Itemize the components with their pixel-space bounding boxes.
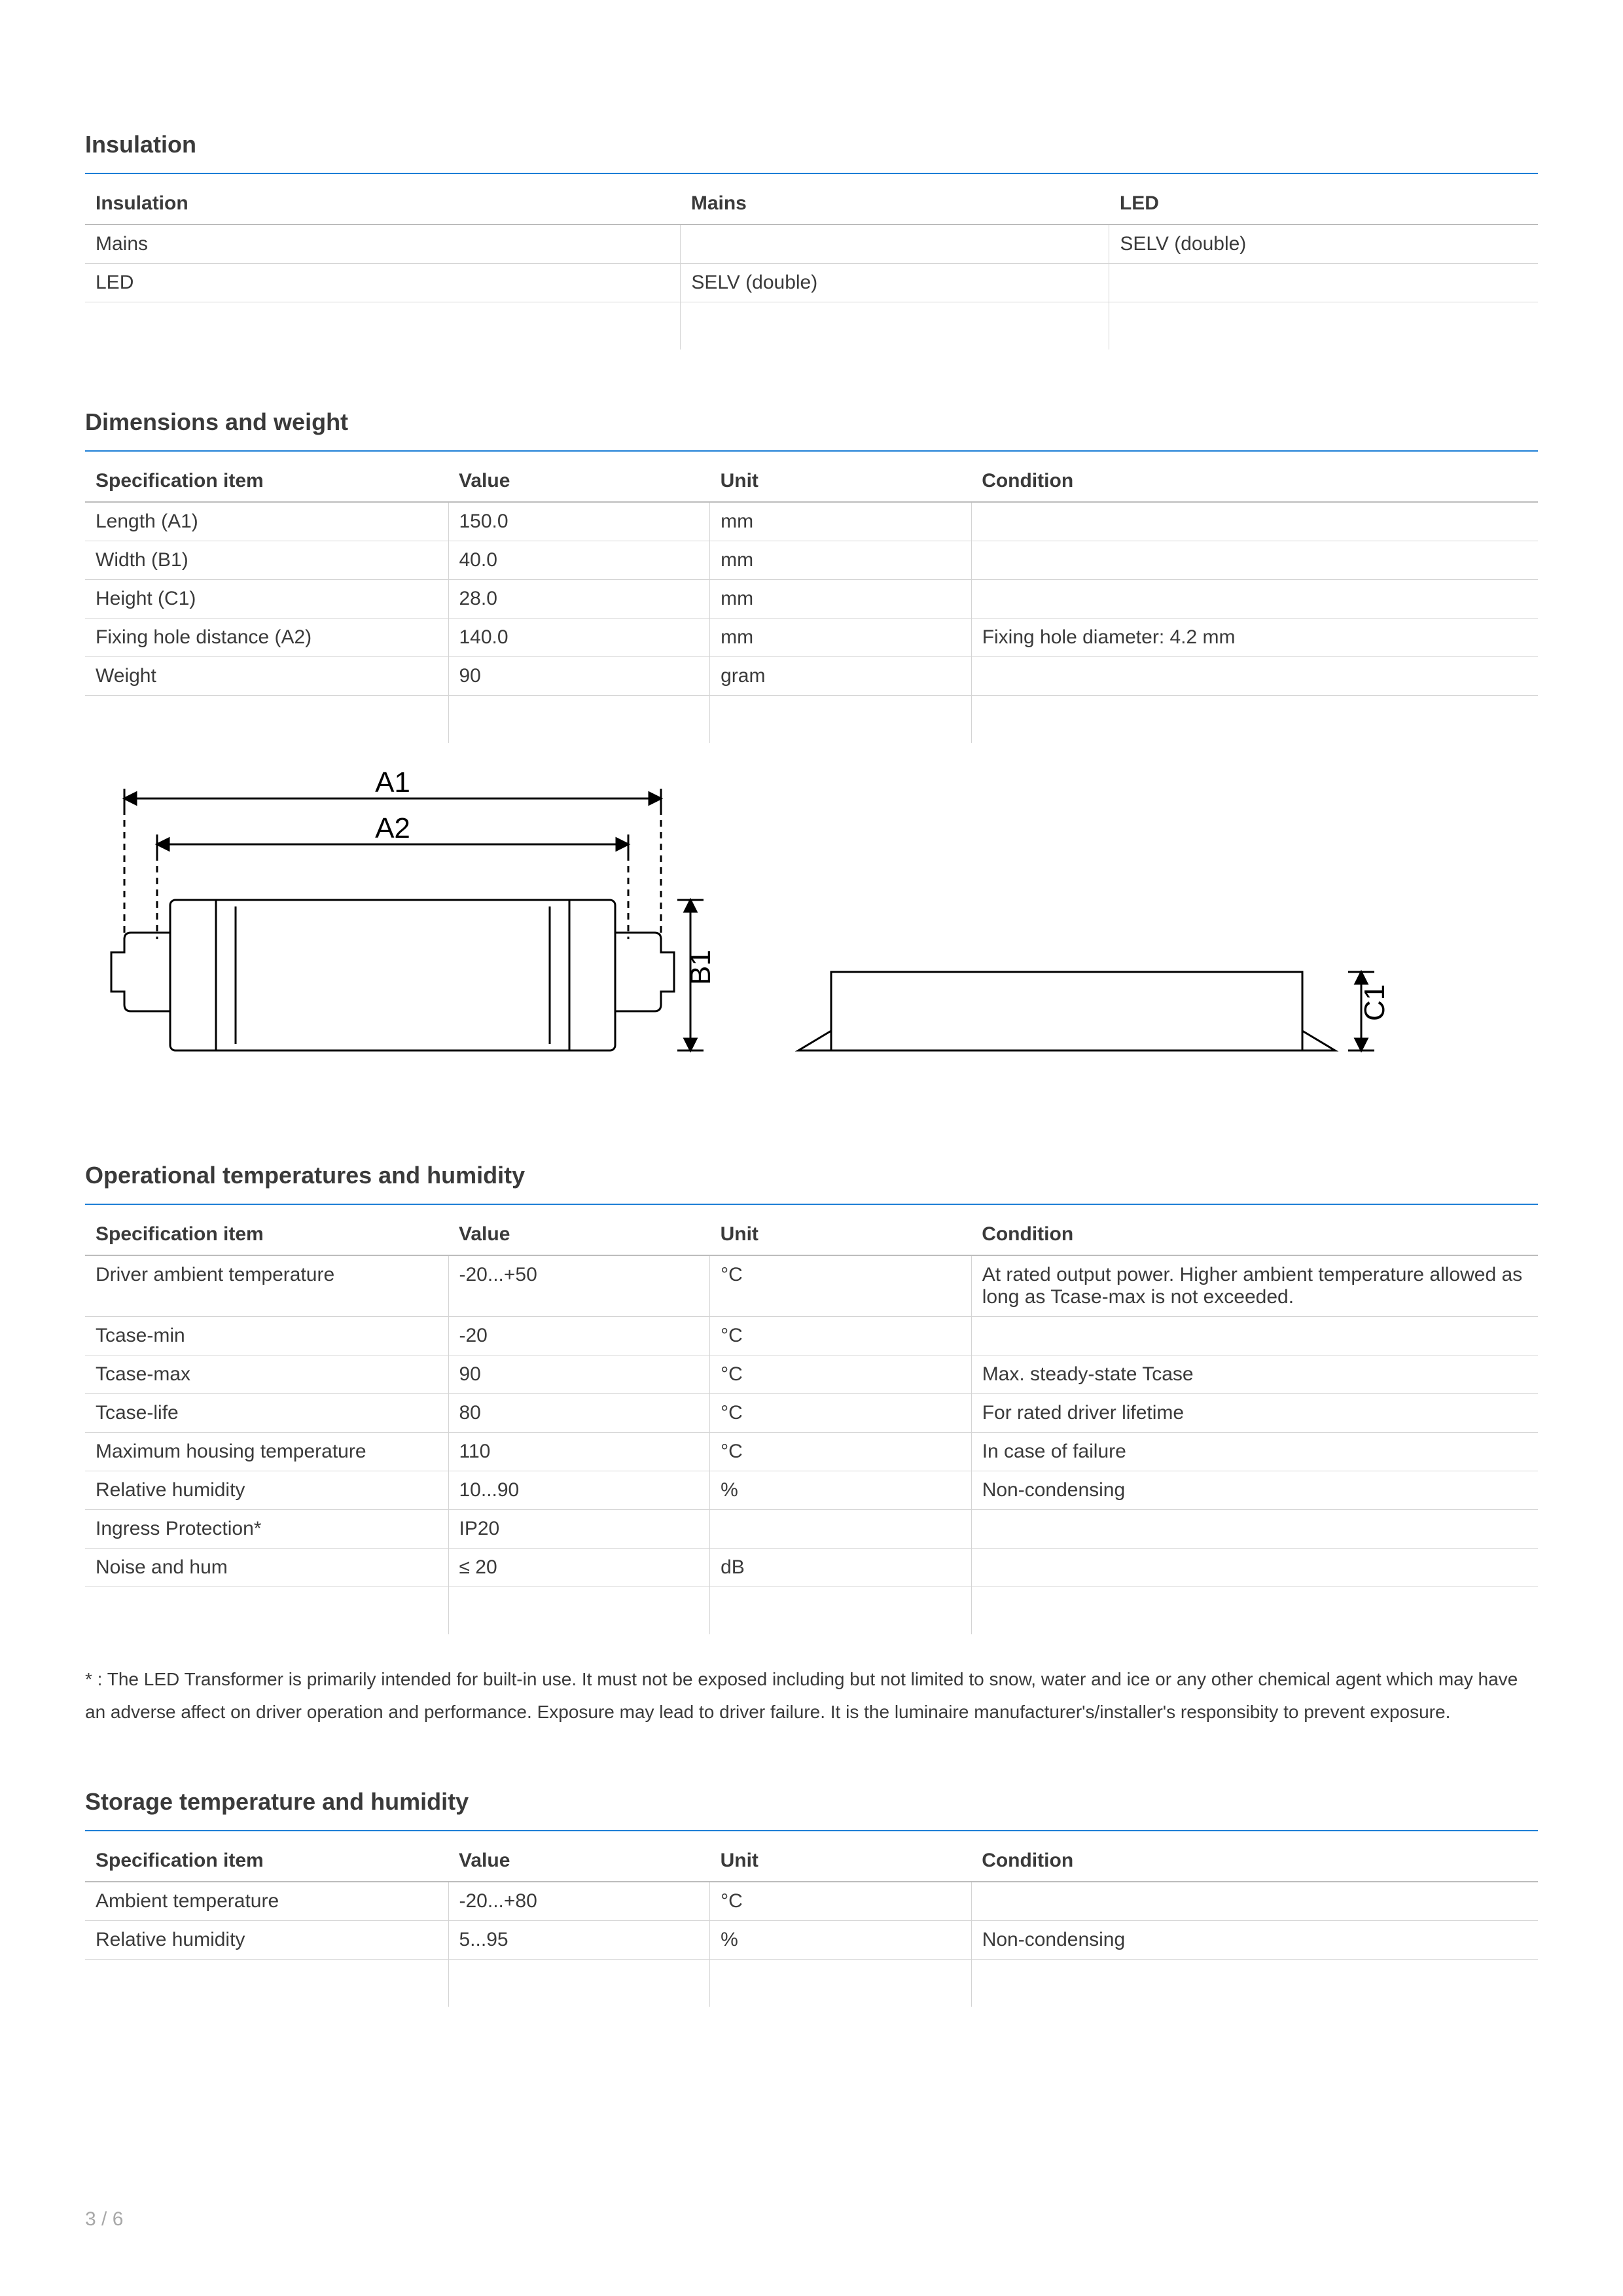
table-row: Length (A1)150.0mm xyxy=(85,502,1538,541)
col-header: Mains xyxy=(681,174,1109,224)
dimensions-table: Specification item Value Unit Condition … xyxy=(85,452,1538,743)
label-A1: A1 xyxy=(375,769,410,798)
section-title: Dimensions and weight xyxy=(85,408,1538,452)
col-header: LED xyxy=(1109,174,1538,224)
col-header: Condition xyxy=(971,1205,1538,1255)
section-operational: Operational temperatures and humidity Sp… xyxy=(85,1162,1538,1729)
table-row: Tcase-max90°CMax. steady-state Tcase xyxy=(85,1355,1538,1394)
section-title: Insulation xyxy=(85,131,1538,174)
table-row: Ingress Protection*IP20 xyxy=(85,1510,1538,1549)
col-header: Insulation xyxy=(85,174,681,224)
table-row xyxy=(85,1959,1538,2007)
top-view-diagram: A1 A2 B1 xyxy=(85,769,726,1077)
operational-table: Specification item Value Unit Condition … xyxy=(85,1205,1538,1634)
table-row: Weight90gram xyxy=(85,657,1538,696)
table-row xyxy=(85,1587,1538,1635)
label-B1: B1 xyxy=(685,950,717,985)
table-row: LED SELV (double) xyxy=(85,264,1538,302)
insulation-table: Insulation Mains LED Mains SELV (double)… xyxy=(85,174,1538,350)
dimension-diagrams: A1 A2 B1 C1 xyxy=(85,769,1538,1077)
table-row: Maximum housing temperature110°CIn case … xyxy=(85,1433,1538,1471)
page-content: Insulation Insulation Mains LED Mains SE… xyxy=(0,0,1623,2118)
section-insulation: Insulation Insulation Mains LED Mains SE… xyxy=(85,131,1538,350)
table-row xyxy=(85,696,1538,744)
table-row: Noise and hum≤ 20dB xyxy=(85,1549,1538,1587)
col-header: Unit xyxy=(710,1831,972,1882)
col-header: Specification item xyxy=(85,452,448,502)
table-row: Tcase-life80°CFor rated driver lifetime xyxy=(85,1394,1538,1433)
label-C1: C1 xyxy=(1359,984,1391,1021)
page-number: 3 / 6 xyxy=(85,2208,123,2231)
section-dimensions: Dimensions and weight Specification item… xyxy=(85,408,1538,1077)
col-header: Specification item xyxy=(85,1205,448,1255)
col-header: Condition xyxy=(971,1831,1538,1882)
col-header: Unit xyxy=(710,1205,972,1255)
table-row xyxy=(85,302,1538,350)
section-title: Operational temperatures and humidity xyxy=(85,1162,1538,1205)
col-header: Unit xyxy=(710,452,972,502)
table-row: Width (B1)40.0mm xyxy=(85,541,1538,580)
col-header: Specification item xyxy=(85,1831,448,1882)
section-storage: Storage temperature and humidity Specifi… xyxy=(85,1788,1538,2007)
storage-table: Specification item Value Unit Condition … xyxy=(85,1831,1538,2007)
side-view-diagram: C1 xyxy=(779,946,1407,1077)
table-row: Height (C1)28.0mm xyxy=(85,580,1538,619)
col-header: Value xyxy=(448,1831,710,1882)
table-row: Tcase-min-20°C xyxy=(85,1317,1538,1355)
col-header: Value xyxy=(448,1205,710,1255)
table-row: Relative humidity5...95%Non-condensing xyxy=(85,1920,1538,1959)
col-header: Value xyxy=(448,452,710,502)
table-row: Mains SELV (double) xyxy=(85,224,1538,264)
col-header: Condition xyxy=(971,452,1538,502)
footnote: * : The LED Transformer is primarily int… xyxy=(85,1663,1538,1729)
table-row: Relative humidity10...90%Non-condensing xyxy=(85,1471,1538,1510)
section-title: Storage temperature and humidity xyxy=(85,1788,1538,1831)
table-row: Ambient temperature-20...+80°C xyxy=(85,1882,1538,1921)
label-A2: A2 xyxy=(375,812,410,844)
table-row: Fixing hole distance (A2)140.0mmFixing h… xyxy=(85,619,1538,657)
table-row: Driver ambient temperature-20...+50°CAt … xyxy=(85,1255,1538,1317)
